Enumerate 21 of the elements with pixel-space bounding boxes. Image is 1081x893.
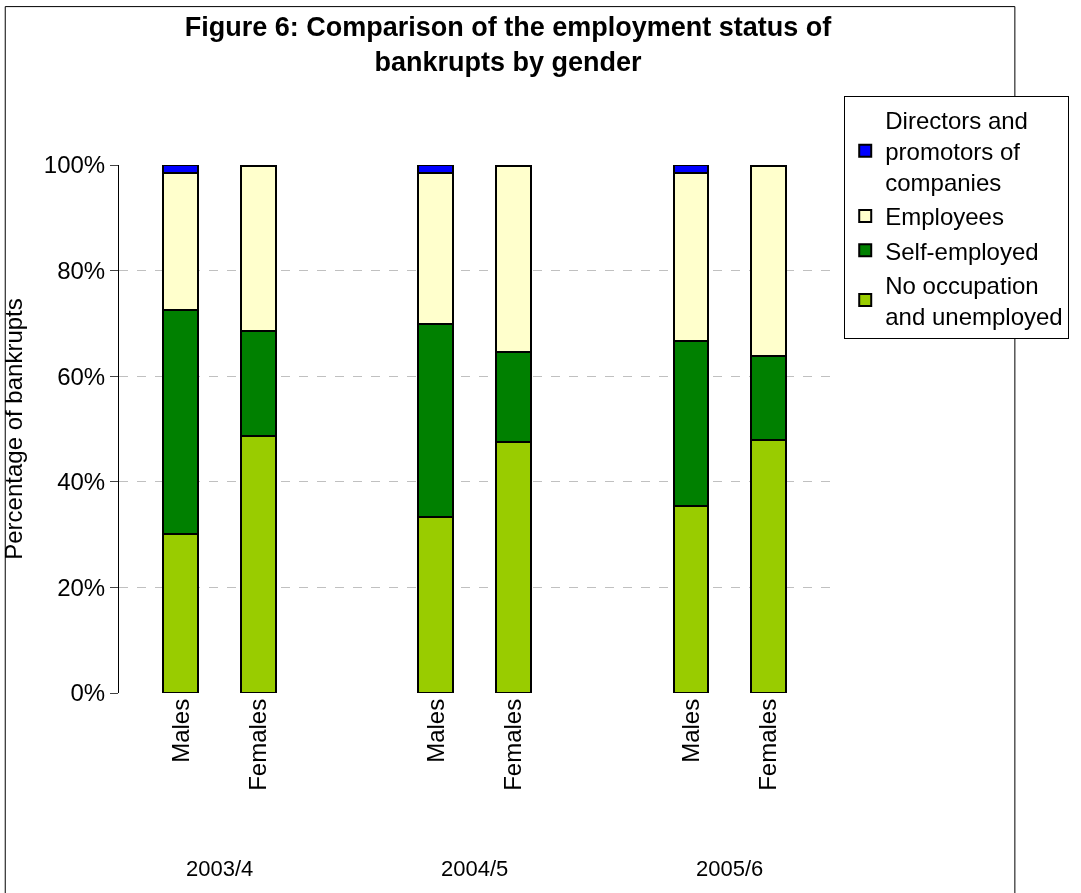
x-tick-label: Males <box>676 698 704 763</box>
legend-label: Self-employed <box>885 237 1039 265</box>
legend-label: Employees <box>885 203 1004 231</box>
legend-label: Directors and promotors of companies <box>885 106 1028 197</box>
x-tick-label: Females <box>498 698 526 791</box>
y-axis-title: Percentage of bankrupts <box>0 298 27 560</box>
y-tick-label: 0% <box>70 679 106 707</box>
legend-label: No occupation and unemployed <box>885 271 1063 331</box>
text: 2003/4 <box>186 856 254 881</box>
x-tick-label: Males <box>421 698 449 763</box>
text: 2004/5 <box>441 856 509 881</box>
y-tick-label: 20% <box>57 573 106 601</box>
y-tick-label: 60% <box>57 362 106 390</box>
y-tick-label: 100% <box>43 151 106 179</box>
x-tick-label: Females <box>753 698 781 791</box>
chart-title: Figure 6: Comparison of the employment status of bankrupts by gender <box>184 11 833 77</box>
text: 2005/6 <box>696 856 764 881</box>
y-tick-label: 40% <box>57 468 106 496</box>
x-tick-label: Females <box>243 698 271 791</box>
y-tick-label: 80% <box>57 257 106 284</box>
x-tick-label: Males <box>166 698 194 763</box>
